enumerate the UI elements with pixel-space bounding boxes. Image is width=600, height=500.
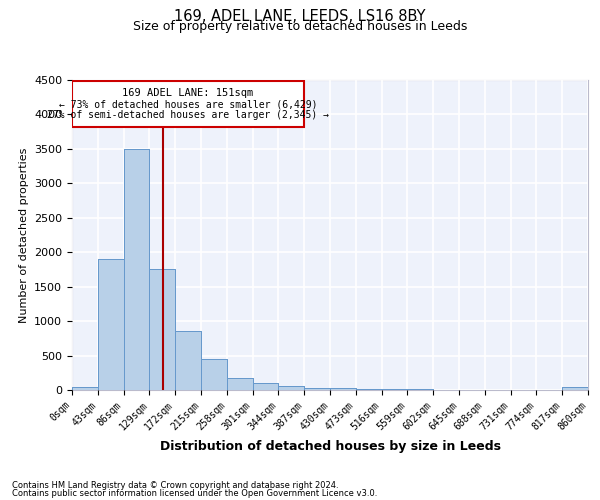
Bar bbox=[330, 388, 356, 390]
Bar bbox=[72, 386, 98, 390]
Bar bbox=[227, 378, 253, 390]
Bar bbox=[356, 389, 382, 390]
Bar bbox=[278, 386, 304, 390]
Text: 169, ADEL LANE, LEEDS, LS16 8BY: 169, ADEL LANE, LEEDS, LS16 8BY bbox=[174, 9, 426, 24]
Bar bbox=[201, 359, 227, 390]
Text: 27% of semi-detached houses are larger (2,345) →: 27% of semi-detached houses are larger (… bbox=[47, 110, 329, 120]
Text: Size of property relative to detached houses in Leeds: Size of property relative to detached ho… bbox=[133, 20, 467, 33]
Bar bbox=[562, 386, 588, 390]
Bar bbox=[149, 270, 175, 390]
Bar bbox=[175, 332, 201, 390]
Bar bbox=[72, 82, 304, 127]
Bar bbox=[124, 149, 149, 390]
Text: Contains HM Land Registry data © Crown copyright and database right 2024.: Contains HM Land Registry data © Crown c… bbox=[12, 480, 338, 490]
X-axis label: Distribution of detached houses by size in Leeds: Distribution of detached houses by size … bbox=[160, 440, 500, 453]
Bar bbox=[330, 388, 356, 390]
Bar bbox=[304, 388, 330, 390]
Bar bbox=[124, 149, 149, 390]
Text: Contains public sector information licensed under the Open Government Licence v3: Contains public sector information licen… bbox=[12, 489, 377, 498]
Bar bbox=[227, 378, 253, 390]
Bar bbox=[253, 383, 278, 390]
Text: 169 ADEL LANE: 151sqm: 169 ADEL LANE: 151sqm bbox=[122, 88, 254, 98]
Bar bbox=[253, 383, 278, 390]
Y-axis label: Number of detached properties: Number of detached properties bbox=[19, 148, 29, 322]
Bar bbox=[356, 389, 382, 390]
Bar bbox=[98, 259, 124, 390]
Bar bbox=[278, 386, 304, 390]
Bar bbox=[201, 359, 227, 390]
Bar bbox=[72, 386, 98, 390]
Bar bbox=[149, 270, 175, 390]
Text: ← 73% of detached houses are smaller (6,429): ← 73% of detached houses are smaller (6,… bbox=[59, 99, 317, 109]
Bar bbox=[98, 259, 124, 390]
Bar bbox=[562, 386, 588, 390]
Bar bbox=[175, 332, 201, 390]
Bar bbox=[304, 388, 330, 390]
